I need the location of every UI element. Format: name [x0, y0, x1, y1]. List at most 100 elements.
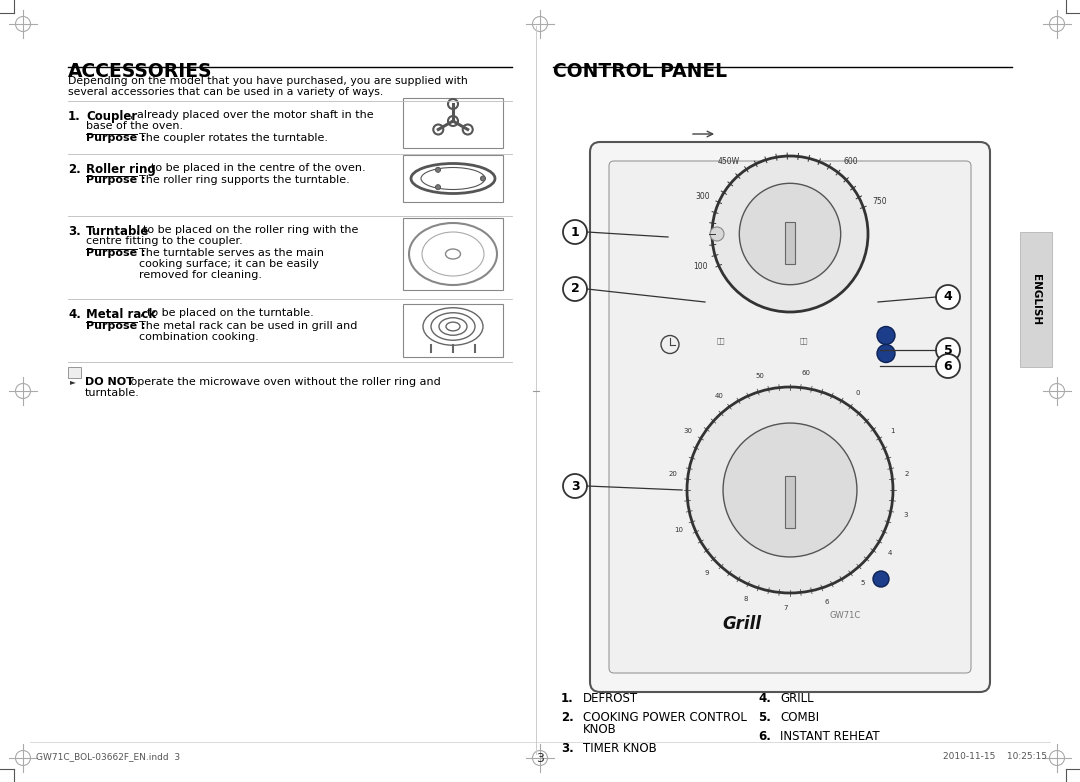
Ellipse shape	[723, 423, 856, 557]
Text: Depending on the model that you have purchased, you are supplied with: Depending on the model that you have pur…	[68, 76, 468, 86]
Bar	[1020, 232, 1052, 367]
Text: 1.: 1.	[68, 110, 81, 123]
Bar	[403, 155, 503, 202]
Text: Purpose :: Purpose :	[86, 175, 146, 185]
Text: The metal rack can be used in grill and: The metal rack can be used in grill and	[139, 321, 357, 331]
Text: 600: 600	[843, 156, 859, 166]
Text: The turntable serves as the main: The turntable serves as the main	[139, 248, 324, 258]
Text: 6: 6	[944, 360, 953, 372]
Text: GW71C: GW71C	[831, 611, 861, 620]
Circle shape	[481, 176, 486, 181]
Text: COMBI: COMBI	[780, 711, 819, 724]
Text: , already placed over the motor shaft in the: , already placed over the motor shaft in…	[130, 110, 374, 120]
Text: Turntable: Turntable	[86, 225, 149, 238]
Text: 6: 6	[824, 599, 828, 605]
Text: ►: ►	[70, 377, 76, 386]
Text: 1: 1	[890, 428, 894, 434]
Text: 7: 7	[784, 605, 788, 611]
Bar	[403, 98, 503, 148]
Text: 심볼: 심볼	[800, 338, 809, 344]
Text: 50: 50	[755, 373, 764, 379]
Text: INSTANT REHEAT: INSTANT REHEAT	[780, 730, 879, 743]
Text: 4: 4	[944, 290, 953, 303]
Text: 3: 3	[570, 479, 579, 493]
Text: 2: 2	[905, 471, 909, 476]
Text: base of the oven.: base of the oven.	[86, 121, 184, 131]
Circle shape	[936, 354, 960, 378]
Circle shape	[877, 345, 895, 363]
Text: 1.: 1.	[561, 692, 573, 705]
Circle shape	[936, 285, 960, 309]
Text: ACCESSORIES: ACCESSORIES	[68, 62, 213, 81]
Text: Purpose :: Purpose :	[86, 321, 146, 331]
Text: COOKING POWER CONTROL: COOKING POWER CONTROL	[583, 711, 747, 724]
FancyBboxPatch shape	[590, 142, 990, 692]
Bar	[403, 304, 503, 357]
Circle shape	[563, 474, 588, 498]
Text: 3.: 3.	[561, 742, 573, 755]
Text: operate the microwave oven without the roller ring and: operate the microwave oven without the r…	[127, 377, 441, 387]
Text: cooking surface; it can be easily: cooking surface; it can be easily	[139, 259, 319, 269]
Text: Roller ring: Roller ring	[86, 163, 156, 176]
Circle shape	[563, 277, 588, 301]
Text: 300: 300	[696, 192, 710, 202]
Text: GRILL: GRILL	[780, 692, 813, 705]
Text: 750: 750	[872, 197, 887, 206]
Text: 20: 20	[669, 471, 677, 476]
Text: Purpose :: Purpose :	[86, 133, 146, 143]
Text: 5.: 5.	[758, 711, 771, 724]
Text: CONTROL PANEL: CONTROL PANEL	[553, 62, 727, 81]
Text: 2.: 2.	[68, 163, 81, 176]
Text: GW71C_BOL-03662F_EN.indd  3: GW71C_BOL-03662F_EN.indd 3	[36, 752, 180, 761]
Ellipse shape	[687, 387, 893, 593]
Text: Metal rack: Metal rack	[86, 308, 157, 321]
Text: combination cooking.: combination cooking.	[139, 332, 259, 342]
Text: 쌀밥: 쌀밥	[717, 338, 726, 344]
Text: , to be placed on the turntable.: , to be placed on the turntable.	[140, 308, 314, 318]
Text: 9: 9	[704, 570, 708, 576]
FancyBboxPatch shape	[609, 161, 971, 673]
Text: The roller ring supports the turntable.: The roller ring supports the turntable.	[139, 175, 350, 185]
Text: 2.: 2.	[561, 711, 573, 724]
Text: Coupler: Coupler	[86, 110, 137, 123]
Text: 8: 8	[743, 597, 748, 602]
Text: DO NOT: DO NOT	[85, 377, 134, 387]
Bar	[785, 222, 795, 264]
Text: several accessories that can be used in a variety of ways.: several accessories that can be used in …	[68, 87, 383, 97]
Bar	[785, 476, 795, 528]
Text: 5: 5	[944, 343, 953, 357]
Ellipse shape	[740, 183, 840, 285]
Ellipse shape	[712, 156, 868, 312]
Text: Grill: Grill	[723, 615, 761, 633]
Text: DEFROST: DEFROST	[583, 692, 638, 705]
Text: 100: 100	[693, 262, 708, 271]
Text: 4.: 4.	[758, 692, 771, 705]
Bar	[403, 218, 503, 290]
Circle shape	[936, 338, 960, 362]
Text: 10: 10	[675, 527, 684, 533]
Text: 4.: 4.	[68, 308, 81, 321]
Text: 60: 60	[802, 370, 811, 376]
Text: turntable.: turntable.	[85, 388, 140, 398]
Text: 6.: 6.	[758, 730, 771, 743]
Text: 4: 4	[888, 550, 892, 555]
Circle shape	[710, 227, 724, 241]
Text: KNOB: KNOB	[583, 723, 617, 736]
Text: 450W: 450W	[718, 156, 740, 166]
Text: 40: 40	[715, 393, 724, 399]
Text: ENGLISH: ENGLISH	[1031, 274, 1041, 325]
Circle shape	[873, 571, 889, 587]
Circle shape	[435, 185, 441, 190]
Text: Purpose :: Purpose :	[86, 248, 146, 258]
Circle shape	[435, 167, 441, 172]
Text: 3: 3	[903, 511, 907, 518]
Text: TIMER KNOB: TIMER KNOB	[583, 742, 657, 755]
Text: The coupler rotates the turntable.: The coupler rotates the turntable.	[139, 133, 328, 143]
Text: 0: 0	[855, 390, 860, 396]
Text: 2010-11-15    10:25:15: 2010-11-15 10:25:15	[943, 752, 1047, 761]
Text: removed for cleaning.: removed for cleaning.	[139, 270, 262, 280]
Text: 3.: 3.	[68, 225, 81, 238]
Circle shape	[877, 327, 895, 345]
Text: 2: 2	[570, 282, 579, 296]
Text: centre fitting to the coupler.: centre fitting to the coupler.	[86, 236, 243, 246]
